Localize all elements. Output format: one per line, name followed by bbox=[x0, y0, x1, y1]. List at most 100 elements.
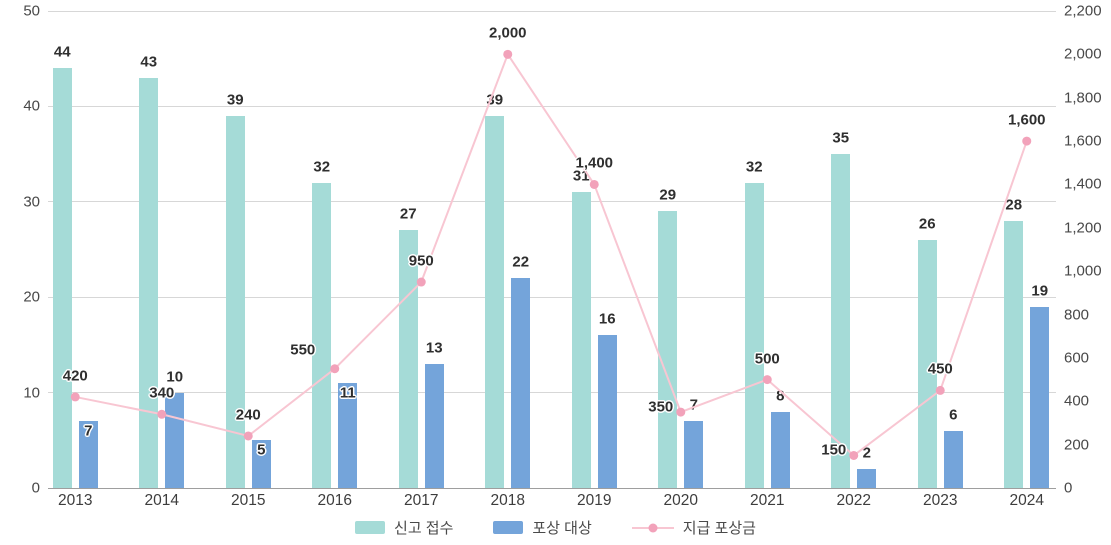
gridline bbox=[48, 201, 1056, 203]
award-bar-2018[interactable] bbox=[511, 278, 531, 488]
y-axis-right-tick: 400 bbox=[1064, 392, 1090, 410]
report-bar-label: 26 bbox=[918, 215, 936, 233]
y-axis-right-tick: 1,200 bbox=[1064, 219, 1102, 237]
award-bar-label: 10 bbox=[166, 368, 184, 386]
payout-label: 2,000 bbox=[488, 24, 527, 42]
x-axis-line bbox=[48, 487, 1056, 489]
y-axis-right-tick: 1,400 bbox=[1064, 175, 1102, 193]
gridline bbox=[48, 105, 1056, 107]
y-axis-left-tick: 40 bbox=[23, 97, 40, 115]
payout-label: 1,600 bbox=[1007, 111, 1046, 129]
y-axis-left-tick: 30 bbox=[23, 193, 40, 211]
award-bar-label: 8 bbox=[776, 387, 785, 405]
gridline bbox=[48, 10, 1056, 12]
x-axis-label: 2023 bbox=[923, 492, 958, 509]
x-axis-label: 2014 bbox=[144, 492, 179, 509]
report-bar-2015[interactable] bbox=[225, 115, 245, 488]
award-bar-label: 5 bbox=[257, 441, 266, 459]
award-bar-label: 6 bbox=[949, 406, 958, 424]
payout-point-2023[interactable] bbox=[935, 385, 945, 395]
legend: 신고 접수 포상 대상 지급 포상금 bbox=[0, 517, 1111, 538]
payout-line-path bbox=[75, 52, 1028, 457]
report-bar-label: 44 bbox=[53, 43, 71, 61]
payout-label: 950 bbox=[408, 252, 434, 270]
legend-item-reports[interactable]: 신고 접수 bbox=[355, 517, 453, 538]
awardee-series-swatch-icon bbox=[493, 521, 524, 534]
payout-label: 340 bbox=[149, 384, 175, 402]
payout-point-2017[interactable] bbox=[416, 277, 426, 287]
report-bar-2014[interactable] bbox=[139, 77, 159, 488]
report-bar-label: 29 bbox=[659, 186, 677, 204]
report-bar-2020[interactable] bbox=[658, 211, 678, 488]
x-axis-label: 2016 bbox=[317, 492, 352, 509]
x-axis-label: 2013 bbox=[58, 492, 93, 509]
payout-point-2015[interactable] bbox=[243, 431, 253, 441]
report-series-swatch-icon bbox=[355, 521, 386, 534]
y-axis-right-tick: 1,800 bbox=[1064, 89, 1102, 107]
report-bar-2019[interactable] bbox=[571, 192, 591, 488]
y-axis-left-tick: 20 bbox=[23, 288, 40, 306]
x-axis-label: 2019 bbox=[577, 492, 612, 509]
payout-point-2020[interactable] bbox=[676, 407, 686, 417]
y-axis-left-tick: 50 bbox=[23, 2, 40, 20]
y-axis-left-tick: 10 bbox=[23, 384, 40, 402]
x-axis-label: 2021 bbox=[750, 492, 785, 509]
payout-point-2016[interactable] bbox=[330, 364, 340, 374]
report-bar-2024[interactable] bbox=[1004, 220, 1024, 488]
award-bar-2022[interactable] bbox=[857, 468, 877, 488]
y-axis-right-tick: 2,200 bbox=[1064, 2, 1102, 20]
award-bar-2024[interactable] bbox=[1030, 306, 1050, 488]
gridline bbox=[48, 392, 1056, 394]
x-axis-label: 2017 bbox=[404, 492, 439, 509]
award-bar-label: 2 bbox=[862, 444, 871, 462]
report-bar-label: 27 bbox=[399, 205, 417, 223]
report-bar-label: 35 bbox=[832, 129, 850, 147]
report-bar-2018[interactable] bbox=[485, 115, 505, 488]
y-axis-right-tick: 1,000 bbox=[1064, 262, 1102, 280]
y-axis-left-tick: 0 bbox=[31, 479, 40, 497]
payout-label: 500 bbox=[754, 350, 780, 368]
legend-item-awardees[interactable]: 포상 대상 bbox=[493, 517, 592, 538]
y-axis-right-tick: 2,000 bbox=[1064, 45, 1102, 63]
y-axis-right-tick: 0 bbox=[1064, 479, 1073, 497]
award-bar-label: 22 bbox=[512, 253, 530, 271]
payout-point-2021[interactable] bbox=[762, 375, 772, 385]
payout-point-2019[interactable] bbox=[589, 179, 599, 189]
payout-point-2014[interactable] bbox=[157, 409, 167, 419]
payout-label: 150 bbox=[821, 441, 847, 459]
award-bar-2014[interactable] bbox=[165, 392, 185, 488]
report-bar-2022[interactable] bbox=[831, 154, 851, 488]
report-bar-label: 28 bbox=[1005, 196, 1023, 214]
payout-point-2013[interactable] bbox=[70, 392, 80, 402]
y-axis-right-tick: 200 bbox=[1064, 436, 1090, 454]
award-bar-2020[interactable] bbox=[684, 421, 704, 488]
y-axis-right-tick: 600 bbox=[1064, 349, 1090, 367]
award-bar-2023[interactable] bbox=[943, 430, 963, 488]
payout-label: 1,400 bbox=[575, 154, 614, 172]
legend-item-payout[interactable]: 지급 포상금 bbox=[631, 517, 756, 538]
y-axis-right-tick: 1,600 bbox=[1064, 132, 1102, 150]
x-axis-label: 2022 bbox=[836, 492, 871, 509]
award-bar-2017[interactable] bbox=[424, 363, 444, 488]
award-bar-2019[interactable] bbox=[597, 335, 617, 488]
payout-point-2024[interactable] bbox=[1022, 136, 1032, 146]
x-axis-label: 2018 bbox=[490, 492, 525, 509]
report-bar-label: 32 bbox=[313, 158, 331, 176]
payout-point-2018[interactable] bbox=[503, 49, 513, 59]
payout-label: 450 bbox=[927, 360, 953, 378]
report-bar-label: 43 bbox=[140, 53, 158, 71]
legend-label-reports: 신고 접수 bbox=[394, 520, 454, 537]
report-bar-2021[interactable] bbox=[744, 182, 764, 488]
payout-label: 550 bbox=[290, 341, 316, 359]
award-bar-label: 16 bbox=[598, 310, 616, 328]
report-bar-2016[interactable] bbox=[312, 182, 332, 488]
legend-label-payout: 지급 포상금 bbox=[682, 520, 756, 537]
payout-point-2022[interactable] bbox=[849, 450, 859, 460]
x-axis-label: 2024 bbox=[1009, 492, 1044, 509]
y-axis-right-tick: 800 bbox=[1064, 306, 1090, 324]
award-bar-label: 11 bbox=[339, 384, 356, 402]
report-bar-2013[interactable] bbox=[52, 68, 72, 488]
award-bar-2021[interactable] bbox=[770, 411, 790, 488]
payout-label: 240 bbox=[235, 406, 261, 424]
